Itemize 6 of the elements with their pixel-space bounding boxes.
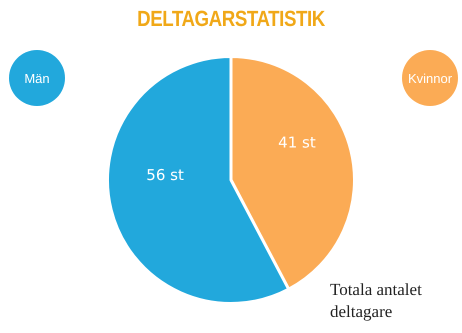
chart-title: DELTAGARSTATISTIK <box>136 6 326 32</box>
data-label: 56 st <box>146 166 184 184</box>
text: Totala antalet deltagare <box>330 279 423 323</box>
slice-label: Kvinnor <box>402 50 458 106</box>
data-label: 41 st <box>278 134 316 152</box>
slice-label: Män <box>9 50 65 106</box>
